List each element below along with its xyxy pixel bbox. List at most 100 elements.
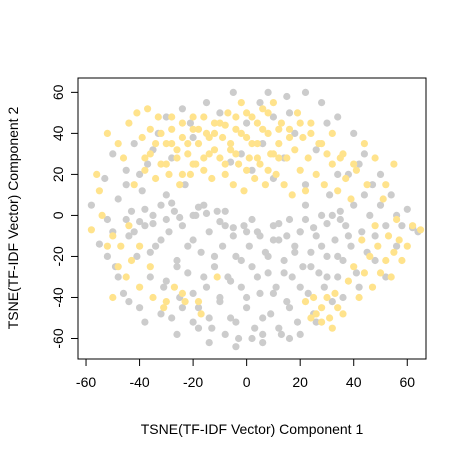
data-point [208, 324, 216, 332]
data-point [275, 140, 283, 148]
data-point [157, 236, 165, 244]
data-point [232, 318, 240, 326]
data-point [87, 226, 95, 234]
data-point [200, 113, 208, 121]
data-point [170, 207, 178, 215]
data-point [342, 174, 350, 183]
data-point [315, 269, 323, 277]
data-point [243, 293, 251, 302]
data-point [334, 187, 342, 195]
data-point [200, 273, 208, 281]
data-point [184, 242, 192, 250]
data-point [152, 242, 160, 250]
data-point [283, 154, 291, 162]
data-point [189, 318, 197, 326]
data-point [130, 140, 138, 148]
data-point [178, 170, 186, 178]
data-point [331, 289, 339, 297]
data-point [184, 150, 192, 158]
data-point [221, 121, 229, 129]
data-point [307, 248, 315, 256]
data-point [350, 263, 358, 271]
data-point [141, 318, 149, 326]
data-point [248, 140, 256, 148]
data-point [136, 304, 144, 312]
data-point [197, 248, 205, 256]
data-point [125, 119, 133, 127]
data-point [103, 215, 111, 224]
x-tick-label: -40 [129, 374, 149, 390]
data-point [189, 289, 197, 297]
data-point [245, 242, 253, 250]
data-point [301, 187, 310, 195]
data-point [224, 109, 232, 117]
data-point [299, 133, 307, 142]
data-point [296, 166, 304, 174]
data-point [259, 314, 267, 322]
data-point [403, 205, 411, 213]
data-point [382, 256, 390, 265]
data-point [205, 339, 213, 347]
data-point [152, 174, 160, 183]
data-point [310, 293, 318, 302]
data-point [162, 215, 170, 224]
data-point [387, 273, 395, 281]
data-point [269, 99, 277, 107]
data-point [318, 318, 326, 326]
data-point [232, 150, 240, 158]
data-point [125, 232, 133, 240]
data-point [264, 88, 272, 96]
data-point [352, 269, 360, 277]
data-point [390, 160, 398, 168]
data-point [146, 248, 154, 256]
data-point [304, 154, 312, 162]
data-point [360, 150, 368, 158]
data-point [221, 160, 229, 168]
data-point [293, 318, 302, 326]
data-point [87, 201, 95, 209]
data-point [251, 174, 259, 183]
data-point [320, 181, 328, 189]
data-point [146, 263, 154, 271]
data-point [417, 226, 425, 234]
data-point [184, 140, 192, 148]
data-point [358, 236, 366, 244]
data-point [213, 207, 221, 215]
data-point [157, 201, 165, 209]
data-point [194, 304, 203, 312]
data-point [301, 181, 310, 189]
data-point [368, 283, 377, 291]
data-point [125, 298, 133, 306]
data-point [144, 105, 152, 113]
data-point [235, 160, 243, 168]
data-point [122, 166, 130, 174]
data-point [186, 170, 194, 178]
data-point [243, 109, 251, 117]
data-point [130, 181, 138, 189]
data-point [149, 220, 157, 228]
data-point [141, 205, 149, 213]
data-point [138, 187, 146, 195]
data-point [336, 215, 344, 224]
data-point [213, 273, 221, 281]
data-point [256, 232, 264, 240]
data-point [237, 99, 245, 107]
data-point [141, 166, 149, 174]
data-point [291, 129, 299, 137]
data-point [221, 170, 229, 178]
data-point [296, 283, 304, 291]
data-point [122, 273, 130, 281]
data-point [403, 242, 411, 250]
data-point [285, 334, 294, 343]
y-tick-label: -60 [50, 328, 66, 348]
data-point [136, 242, 144, 250]
data-point [256, 99, 264, 107]
data-point [237, 129, 245, 137]
data-point [168, 113, 176, 121]
data-point [176, 181, 184, 189]
data-point [103, 252, 111, 260]
data-point [384, 232, 393, 240]
data-point [170, 283, 178, 291]
data-point [210, 119, 219, 127]
data-point [122, 215, 130, 224]
